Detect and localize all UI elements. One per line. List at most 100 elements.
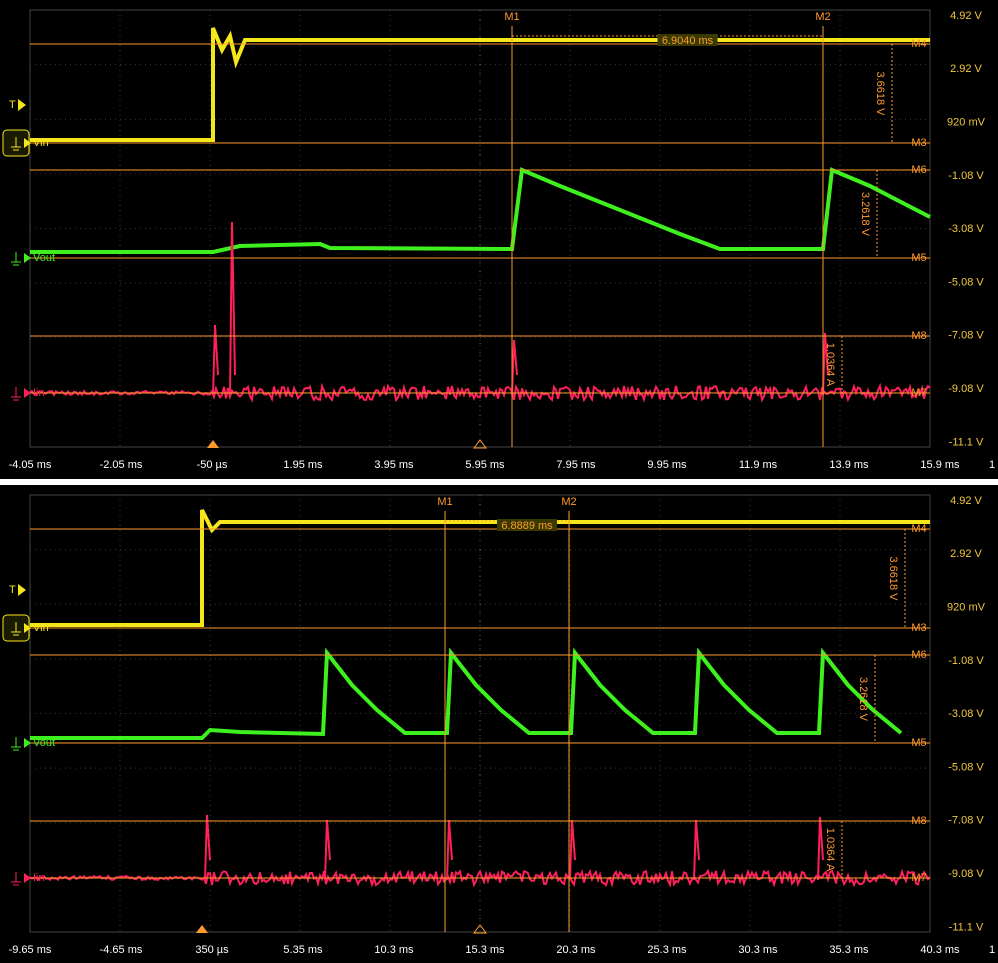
iin-waveform [29,814,931,888]
panel-separator [0,479,998,485]
ground-icon [11,387,21,401]
v-marker-label: M2 [561,496,576,508]
delta-label: 1.0364 A [824,343,836,387]
ground-icon [11,872,21,886]
y-tick-label: -3.08 V [948,708,984,720]
h-marker-label: M4 [911,38,926,50]
scope-panel: -4.05 ms -2.05 ms -50 µs 1.95 ms 3.95 ms 5.95… [2,9,995,471]
x-tick-label: 5.35 ms [283,944,323,956]
h-marker-label: M7 [911,387,926,399]
y-tick-label: -7.08 V [948,330,984,342]
channel-arrow [24,253,31,263]
iin-waveform [29,221,931,403]
ground-icon [11,622,21,636]
x-tick-label: 7.95 ms [556,459,596,471]
trigger-pos [207,440,219,448]
y-tick-label: -9.08 V [948,868,984,880]
delta-label: 3.2618 V [857,677,869,722]
time-delta-bg [497,519,557,531]
channel-arrow [24,388,31,398]
x-tick-label: 25.3 ms [647,944,687,956]
h-marker-label: M5 [911,737,926,749]
trigger-pos [196,925,208,933]
h-marker-label: M3 [911,137,926,149]
vout-waveform [30,167,931,254]
x-tick-label: 11.9 ms [739,459,778,471]
h-marker-label: M6 [911,164,926,176]
x-tick-label: 13.9 ms [829,459,869,471]
x-tick-label: 35.3 ms [829,944,869,956]
h-marker-label: M3 [911,622,926,634]
vin-waveform [30,509,930,627]
h-marker-label: M8 [911,330,926,342]
ground-icon [11,737,21,751]
x-tick-label: 30.3 ms [738,944,778,956]
x-tick-label: 40.3 ms [920,944,960,956]
channel-label: Iin [33,872,45,884]
channel-label: Vout [33,252,55,264]
center-pos [473,439,487,449]
trigger-label: T [9,584,16,596]
y-tick-label: -11.1 V [949,921,984,933]
h-marker-label: M5 [911,252,926,264]
channel-label: Vout [33,737,55,749]
channel-arrow [24,873,31,883]
x-tick-label: 10.3 ms [374,944,414,956]
v-marker-label: M1 [504,11,519,23]
x-tick-label: -4.05 ms [9,459,52,471]
ground-icon [11,137,21,151]
channel-arrow [24,623,31,633]
delta-label: 3.6618 V [887,556,899,601]
center-pos [473,924,487,934]
vout-waveform [30,647,903,740]
trigger-arrow [18,584,26,596]
y-tick-label: 4.92 V [950,495,982,507]
channel-label: Iin [33,387,45,399]
x-tick-label: 350 µs [195,944,229,956]
delta-label: 1.0364 A [824,828,836,872]
ground-icon [11,252,21,266]
x-tick-label: -4.65 ms [100,944,143,956]
x-tick-label: 9.95 ms [647,459,687,471]
scope-panel: -9.65 ms -4.65 ms 350 µs 5.35 ms 10.3 ms 15.3… [2,494,995,956]
y-tick-label: -3.08 V [948,223,984,235]
time-delta-bg [657,34,718,46]
channel-arrow [24,738,31,748]
trigger-label: T [9,99,16,111]
delta-label: 3.2618 V [859,192,871,237]
scale-label: 1 [989,459,995,471]
y-tick-label: 4.92 V [950,10,982,22]
y-tick-label: -5.08 V [948,761,984,773]
scale-label: 1 [989,944,995,956]
x-tick-label: 15.3 ms [465,944,505,956]
y-tick-label: -1.08 V [948,170,984,182]
y-tick-label: -7.08 V [948,815,984,827]
h-marker-label: M6 [911,649,926,661]
y-tick-label: 920 mV [947,602,986,614]
x-tick-label: 20.3 ms [556,944,596,956]
y-tick-label: -9.08 V [948,383,984,395]
h-marker-label: M4 [911,523,926,535]
x-tick-label: 5.95 ms [465,459,505,471]
channel-arrow [24,138,31,148]
time-delta: 6.9040 ms [662,35,714,47]
v-marker-label: M2 [815,11,830,23]
y-tick-label: -11.1 V [949,436,984,448]
x-tick-label: 3.95 ms [374,459,414,471]
time-delta: 6.8889 ms [501,520,553,532]
y-tick-label: 920 mV [947,117,986,129]
channel-label: Vin [33,622,49,634]
delta-label: 3.6618 V [874,71,886,116]
x-tick-label: -50 µs [197,459,228,471]
x-tick-label: -9.65 ms [9,944,52,956]
y-tick-label: -1.08 V [948,655,984,667]
y-tick-label: 2.92 V [950,63,982,75]
v-marker-label: M1 [437,496,452,508]
h-marker-label: M7 [911,872,926,884]
trigger-arrow [18,99,26,111]
x-tick-label: 15.9 ms [920,459,960,471]
x-tick-label: -2.05 ms [100,459,143,471]
h-marker-label: M8 [911,815,926,827]
x-tick-label: 1.95 ms [283,459,323,471]
